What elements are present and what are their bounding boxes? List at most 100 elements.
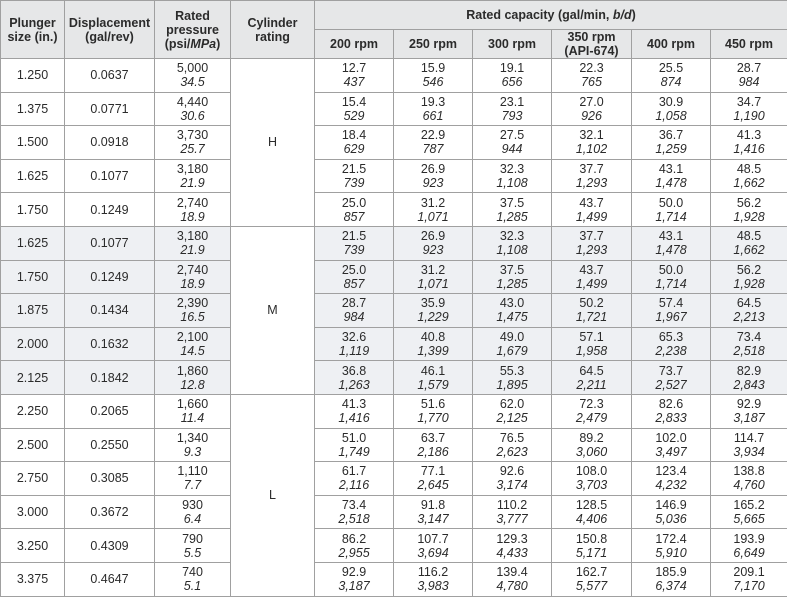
rated-capacity: 56.2 1,928 (709, 192, 787, 227)
primary-value: 18.4 (341, 128, 367, 143)
data-row: 2.000 0.1632 2,100 14.5 32.6 1,119 40.8 1,399 49… (0, 326, 787, 362)
metric-value: 661 (422, 108, 444, 123)
rated-capacity: 27.5 944 (472, 125, 552, 160)
metric-value: 2,645 (417, 478, 449, 493)
metric-value: 2,833 (655, 411, 687, 426)
primary-value: 31.2 (420, 195, 446, 210)
primary-value: 73.7 (658, 363, 684, 378)
metric-value: 4,433 (496, 545, 528, 560)
primary-value: 19.3 (420, 94, 446, 109)
data-row: 1.500 0.0918 3,730 25.7 18.4 629 22.9 787 27.5 94… (0, 125, 787, 160)
metric-value: 1,108 (496, 176, 528, 191)
rated-capacity: 116.2 3,983 (393, 561, 473, 597)
primary-value: 91.8 (420, 498, 446, 513)
primary-value: 129.3 (496, 531, 528, 546)
primary-value: 43.7 (579, 262, 604, 277)
primary-value: 41.3 (341, 397, 367, 412)
metric-value: 1,967 (655, 310, 687, 325)
metric-value: 3,983 (417, 579, 449, 594)
table-header: Plunger size (in.) Displacement (gal/rev)… (0, 0, 787, 59)
primary-value: 36.7 (658, 128, 684, 143)
primary-value: 28.7 (341, 296, 367, 311)
metric-value: 12.8 (180, 377, 205, 392)
metric-value: 1,399 (417, 344, 449, 359)
data-row: 1.625 0.1077 3,180 21.9 M 21.5 739 26.9 923 32.3 1… (0, 225, 787, 395)
primary-value: 12.7 (341, 61, 367, 76)
primary-value: 146.9 (655, 498, 687, 513)
metric-value: 2,955 (338, 545, 370, 560)
primary-value: 37.5 (499, 262, 525, 277)
rated-capacity: 32.1 1,102 (551, 125, 632, 160)
rated-pressure-header: Rated pressure (psi/MPa) (154, 0, 231, 59)
plunger-size: 1.875 (0, 293, 65, 328)
rated-capacity: 50.0 1,714 (631, 259, 711, 295)
metric-value: 2,518 (338, 512, 370, 527)
metric-value: 1,721 (575, 310, 608, 325)
plunger-size: 2.750 (0, 461, 65, 496)
metric-value: 984 (738, 75, 760, 90)
primary-value: 26.9 (420, 162, 446, 177)
metric-value: 25.7 (180, 142, 205, 157)
rated-capacity: 31.2 1,071 (393, 259, 473, 295)
data-row: 1.250 0.0637 5,000 34.5 H 12.7 437 15.9 546 19.1 6… (0, 58, 787, 227)
metric-value: 21.9 (180, 176, 205, 191)
plunger-size: 3.375 (0, 561, 65, 597)
rated-capacity: 43.1 1,478 (631, 158, 711, 194)
rated-pressure: 930 6.4 (154, 494, 231, 530)
metric-value: 4,760 (733, 478, 765, 493)
rated-capacity: 50.0 1,714 (631, 192, 711, 227)
primary-value: 15.4 (341, 94, 367, 109)
metric-value: 923 (422, 176, 444, 191)
metric-value: 1,259 (655, 142, 687, 157)
metric-value: 1,285 (496, 209, 528, 224)
metric-value: 1,714 (655, 276, 687, 291)
rated-pressure: 4,440 30.6 (154, 91, 231, 127)
rated-capacity: 138.8 4,760 (709, 461, 787, 496)
metric-value: 2,479 (575, 411, 608, 426)
primary-value: 56.2 (736, 262, 762, 277)
primary-value: 162.7 (575, 565, 608, 580)
rated-capacity: 110.2 3,777 (472, 494, 552, 530)
metric-value: 629 (343, 142, 365, 157)
metric-value: 1,770 (417, 411, 449, 426)
speed-header: 350 rpm (API-674) (551, 29, 632, 59)
primary-value: 37.7 (579, 162, 604, 177)
metric-value: 14.5 (180, 344, 205, 359)
displacement: 0.1632 (64, 326, 155, 362)
rated-capacity: 43.1 1,478 (631, 225, 711, 261)
data-row: 2.125 0.1842 1,860 12.8 36.8 1,263 46.1 1,579 55… (0, 360, 787, 395)
primary-value: 32.3 (499, 162, 525, 177)
displacement: 0.1249 (64, 259, 155, 295)
primary-value: 63.7 (420, 430, 446, 445)
rated-capacity: 32.3 1,108 (472, 158, 552, 194)
rated-capacity: 64.5 2,213 (709, 293, 787, 328)
rated-pressure: 2,740 18.9 (154, 192, 231, 227)
data-row: 1.750 0.1249 2,740 18.9 25.0 857 31.2 1,071 37.5… (0, 259, 787, 295)
metric-value: 3,934 (733, 444, 765, 459)
metric-value: 3,187 (733, 411, 765, 426)
primary-value: 21.5 (341, 229, 367, 244)
header-row: Plunger size (in.) Displacement (gal/rev)… (0, 0, 787, 59)
primary-value: 3,730 (176, 128, 209, 143)
rated-capacity: 22.3 765 (551, 58, 632, 93)
rated-capacity: 114.7 3,934 (709, 427, 787, 463)
rated-capacity: 37.7 1,293 (551, 225, 632, 261)
speed-header: 200 rpm (314, 29, 394, 59)
header-text: Rated capacity (gal/min, (466, 8, 613, 22)
data-row: 2.750 0.3085 1,110 7.7 61.7 2,116 77.1 2,645 92.… (0, 461, 787, 496)
rated-capacity: 139.4 4,780 (472, 561, 552, 597)
data-row: 2.250 0.2065 1,660 11.4 L 41.3 1,416 51.6 1,770 6… (0, 393, 787, 597)
metric-value: 6,649 (733, 545, 765, 560)
rated-capacity: 46.1 1,579 (393, 360, 473, 395)
primary-value: 64.5 (579, 363, 604, 378)
plunger-size: 1.625 (0, 158, 65, 194)
displacement: 0.2065 (64, 393, 155, 429)
rated-capacity: 37.5 1,285 (472, 192, 552, 227)
metric-value: 2,527 (655, 377, 687, 392)
plunger-size: 3.000 (0, 494, 65, 530)
plunger-size: 1.750 (0, 259, 65, 295)
primary-value: 37.7 (579, 229, 604, 244)
metric-value: 3,497 (655, 444, 687, 459)
metric-value: 787 (422, 142, 444, 157)
primary-value: 3,180 (176, 229, 209, 244)
